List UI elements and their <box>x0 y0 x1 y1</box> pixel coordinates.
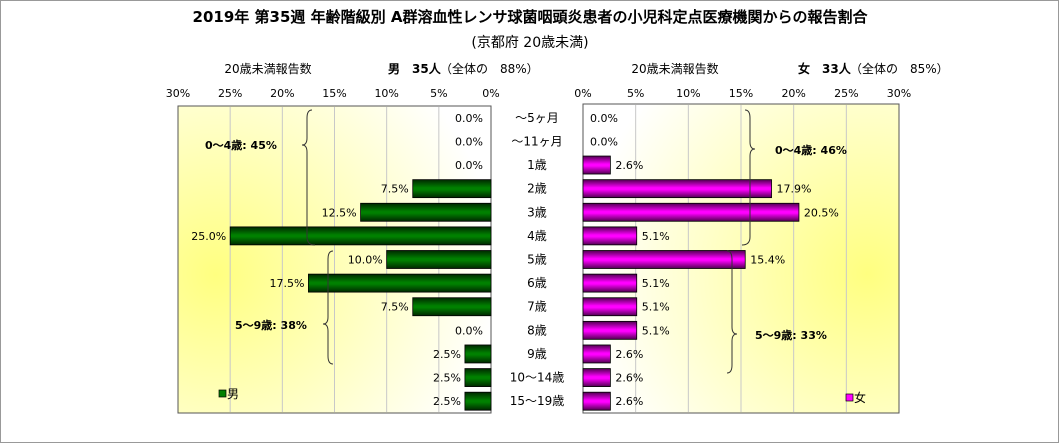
male-x-tick-label: 5% <box>430 87 447 100</box>
male-x-tick-label: 10% <box>374 87 398 100</box>
age-category-label: 10～14歳 <box>510 371 565 385</box>
male-bracket-5-9 <box>322 250 334 365</box>
age-category-label: ～5ヶ月 <box>515 111 559 125</box>
female-x-tick-label: 10% <box>676 87 700 100</box>
female-data-label: 2.6% <box>615 348 643 361</box>
age-category-label: 7歳 <box>527 300 547 314</box>
female-header-share: （全体の 85%） <box>850 61 949 76</box>
female-data-label: 5.1% <box>642 277 670 290</box>
female-data-label: 2.6% <box>615 159 643 172</box>
male-bar <box>412 297 492 317</box>
age-category-label: 8歳 <box>527 323 547 337</box>
chart-title: 2019年 第35週 年齢階級別 A群溶血性レンサ球菌咽頭炎患者の小児科定点医療… <box>193 8 869 26</box>
female-bar <box>582 320 638 340</box>
male-data-label: 0.0% <box>455 135 483 148</box>
female-bar <box>582 226 638 246</box>
male-bar <box>229 226 492 246</box>
age-category-label: 15～19歳 <box>510 394 565 408</box>
female-header-label: 20歳未満報告数 <box>631 61 718 76</box>
age-category-label: 1歳 <box>527 158 547 172</box>
female-bar <box>582 297 638 317</box>
male-bar <box>360 202 492 222</box>
age-category-label: 4歳 <box>527 229 547 243</box>
male-group-0-4-label: 0～4歳: 45% <box>205 138 277 152</box>
female-data-label: 0.0% <box>590 135 618 148</box>
age-category-label: ～11ヶ月 <box>511 134 562 148</box>
age-category-label: 2歳 <box>527 182 547 196</box>
female-header-count: 女 33人 <box>798 61 852 76</box>
female-data-label: 17.9% <box>777 183 812 196</box>
female-bar <box>582 250 746 269</box>
male-x-tick-label: 30% <box>166 87 190 100</box>
chart-subtitle: (京都府 20歳未満) <box>471 35 588 51</box>
male-bracket-0-4 <box>301 109 316 246</box>
male-bar <box>412 179 492 199</box>
male-x-tick-label: 20% <box>270 87 294 100</box>
female-bar <box>582 391 611 411</box>
female-data-label: 2.6% <box>615 395 643 408</box>
female-bracket-5-9 <box>726 250 738 374</box>
female-data-label: 2.6% <box>615 372 643 385</box>
male-legend-label: 男 <box>227 387 239 401</box>
female-legend-label: 女 <box>854 390 866 405</box>
male-x-tick-label: 0% <box>482 87 499 100</box>
male-header-count: 男 35人 <box>388 61 442 76</box>
age-category-label: 5歳 <box>527 253 547 267</box>
female-group-5-9-label: 5～9歳: 33% <box>755 328 827 342</box>
male-data-label: 2.5% <box>433 395 461 408</box>
female-bar <box>582 202 800 222</box>
male-header-label: 20歳未満報告数 <box>224 61 311 76</box>
male-data-label: 12.5% <box>322 206 357 219</box>
female-data-label: 5.1% <box>642 301 670 314</box>
male-data-label: 0.0% <box>455 112 483 125</box>
female-bar <box>582 179 772 199</box>
male-data-label: 25.0% <box>191 230 226 243</box>
male-bar <box>464 368 492 387</box>
male-x-tick-label: 25% <box>218 87 242 100</box>
female-x-tick-label: 0% <box>574 87 591 100</box>
female-legend-swatch <box>845 393 854 402</box>
female-bar <box>582 368 611 387</box>
male-header-share: （全体の 88%） <box>440 61 539 76</box>
age-category-label: 6歳 <box>527 276 547 290</box>
male-x-tick-label: 15% <box>322 87 346 100</box>
female-x-tick-label: 15% <box>729 87 753 100</box>
female-data-label: 0.0% <box>590 112 618 125</box>
male-data-label: 10.0% <box>348 254 383 267</box>
female-bar <box>582 273 638 293</box>
female-x-tick-label: 25% <box>834 87 858 100</box>
male-data-label: 7.5% <box>381 301 409 314</box>
male-data-label: 7.5% <box>381 183 409 196</box>
male-data-label: 0.0% <box>455 324 483 337</box>
female-bar <box>582 344 611 364</box>
female-bracket-0-4 <box>741 109 756 246</box>
male-bar <box>464 344 492 364</box>
male-bar <box>308 273 492 293</box>
male-bar <box>464 391 492 411</box>
female-data-label: 5.1% <box>642 230 670 243</box>
male-bar <box>386 250 492 269</box>
female-data-label: 5.1% <box>642 324 670 337</box>
age-category-label: 3歳 <box>527 205 547 219</box>
female-data-label: 20.5% <box>804 206 839 219</box>
female-data-label: 15.4% <box>750 254 785 267</box>
male-data-label: 0.0% <box>455 159 483 172</box>
age-category-label: 9歳 <box>527 347 547 361</box>
male-group-5-9-label: 5～9歳: 38% <box>235 318 307 332</box>
female-x-tick-label: 20% <box>781 87 805 100</box>
female-group-0-4-label: 0～4歳: 46% <box>775 143 847 157</box>
male-data-label: 2.5% <box>433 348 461 361</box>
male-data-label: 2.5% <box>433 372 461 385</box>
female-bar <box>582 155 611 175</box>
female-x-tick-label: 5% <box>627 87 644 100</box>
male-legend-swatch <box>218 389 227 398</box>
male-data-label: 17.5% <box>269 277 304 290</box>
female-x-tick-label: 30% <box>887 87 911 100</box>
